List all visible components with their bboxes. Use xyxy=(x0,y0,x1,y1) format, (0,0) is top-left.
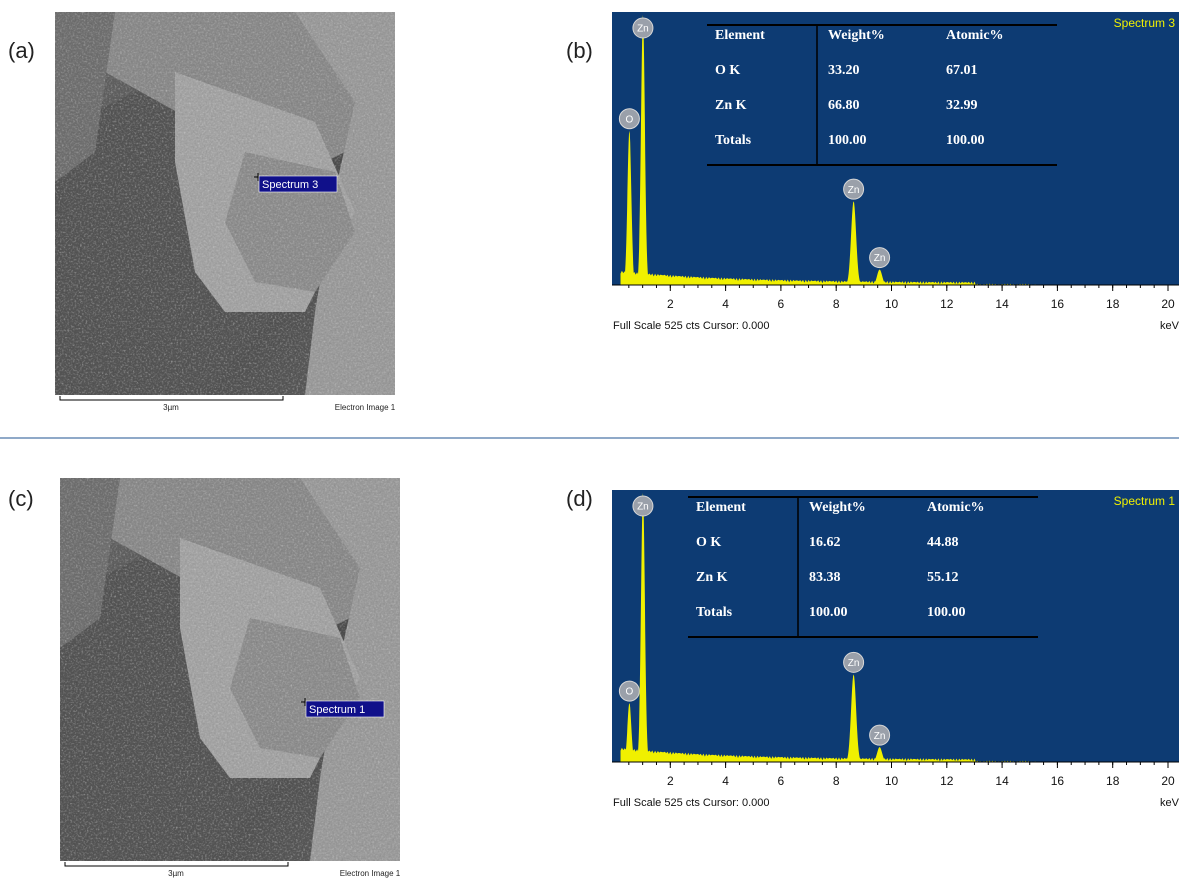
x-tick-label: 6 xyxy=(778,774,785,788)
x-tick-label: 14 xyxy=(995,297,1009,311)
x-tick-label: 4 xyxy=(722,774,729,788)
x-tick-label: 18 xyxy=(1106,297,1120,311)
sem-image xyxy=(55,12,395,395)
panel-label: (d) xyxy=(566,486,593,511)
x-tick-label: 2 xyxy=(667,297,674,311)
panel-label: (b) xyxy=(566,38,593,63)
x-unit: keV xyxy=(1160,797,1179,809)
table-cell: 83.38 xyxy=(809,570,841,585)
x-tick-label: 16 xyxy=(1051,297,1065,311)
figure-row: (a) Spectrum 3 3µm Electron Image 1 (b) Spect… xyxy=(8,12,1179,412)
table-header: Weight% xyxy=(809,500,866,515)
peak-label: Zn xyxy=(637,502,649,513)
peak-label: O xyxy=(625,114,633,125)
x-tick-label: 16 xyxy=(1051,774,1065,788)
table-cell: 16.62 xyxy=(809,535,841,550)
spectrum-name: Spectrum 3 xyxy=(1114,16,1176,30)
peak-label: Zn xyxy=(848,185,860,196)
peak-label: Zn xyxy=(637,24,649,35)
spectrum-footer: Full Scale 525 cts Cursor: 0.000 xyxy=(613,320,770,332)
image-name: Electron Image 1 xyxy=(340,869,401,878)
x-tick-label: 6 xyxy=(778,297,785,311)
table-cell: 100.00 xyxy=(946,133,985,148)
peak-label: O xyxy=(625,687,633,698)
table-cell: Zn K xyxy=(715,98,747,113)
table-cell: 32.99 xyxy=(946,98,978,113)
table-cell: 66.80 xyxy=(828,98,860,113)
scale-bar-label: 3µm xyxy=(163,403,179,412)
table-header: Weight% xyxy=(828,28,885,43)
panel-label: (a) xyxy=(8,38,35,63)
scale-bar-label: 3µm xyxy=(168,869,184,878)
table-cell: O K xyxy=(715,63,740,78)
x-tick-label: 20 xyxy=(1161,297,1175,311)
spot-label: Spectrum 3 xyxy=(262,179,318,191)
x-tick-label: 10 xyxy=(885,774,899,788)
x-tick-label: 8 xyxy=(833,774,840,788)
image-name: Electron Image 1 xyxy=(335,403,396,412)
x-tick-label: 8 xyxy=(833,297,840,311)
spectrum-footer: Full Scale 525 cts Cursor: 0.000 xyxy=(613,797,770,809)
table-cell: 44.88 xyxy=(927,535,959,550)
x-tick-label: 20 xyxy=(1161,774,1175,788)
table-header: Atomic% xyxy=(946,28,1004,43)
spot-label: Spectrum 1 xyxy=(309,704,365,716)
spectrum-background xyxy=(612,490,1179,762)
spectrum-name: Spectrum 1 xyxy=(1114,494,1176,508)
table-cell: 33.20 xyxy=(828,63,860,78)
table-cell: 55.12 xyxy=(927,570,959,585)
x-tick-label: 12 xyxy=(940,297,954,311)
table-header: Element xyxy=(696,500,746,515)
table-cell: 100.00 xyxy=(828,133,867,148)
table-cell: Totals xyxy=(715,133,752,148)
x-tick-label: 14 xyxy=(995,774,1009,788)
x-tick-label: 2 xyxy=(667,774,674,788)
table-cell: Totals xyxy=(696,605,733,620)
x-tick-label: 10 xyxy=(885,297,899,311)
table-cell: 100.00 xyxy=(809,605,848,620)
figure-row: (c) Spectrum 1 3µm Electron Image 1 (d) Spect… xyxy=(8,478,1179,878)
spectrum-background xyxy=(612,12,1179,285)
x-tick-label: 4 xyxy=(722,297,729,311)
x-unit: keV xyxy=(1160,320,1179,332)
x-tick-label: 18 xyxy=(1106,774,1120,788)
peak-label: Zn xyxy=(848,658,860,669)
table-header: Atomic% xyxy=(927,500,985,515)
panel-label: (c) xyxy=(8,486,34,511)
table-cell: 100.00 xyxy=(927,605,966,620)
scale-bar xyxy=(65,862,288,866)
figure: (a) Spectrum 3 3µm Electron Image 1 (b) Spect… xyxy=(0,0,1179,879)
table-cell: O K xyxy=(696,535,721,550)
scale-bar xyxy=(60,396,283,400)
sem-image xyxy=(60,478,400,861)
table-cell: 67.01 xyxy=(946,63,978,78)
peak-label: Zn xyxy=(874,731,886,742)
peak-label: Zn xyxy=(874,253,886,264)
x-tick-label: 12 xyxy=(940,774,954,788)
table-cell: Zn K xyxy=(696,570,728,585)
table-header: Element xyxy=(715,28,765,43)
